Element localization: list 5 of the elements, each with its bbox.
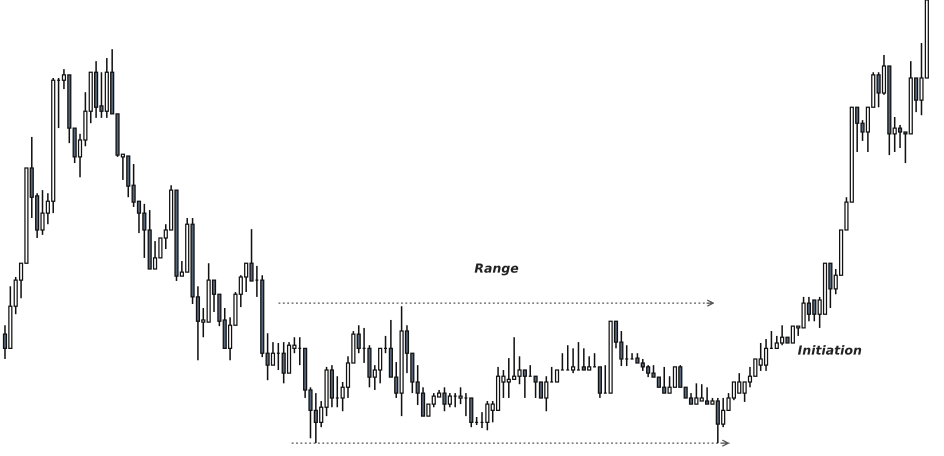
candlestick [554, 369, 560, 383]
candlestick [571, 348, 576, 374]
annotation: Initiation [798, 345, 862, 355]
candlestick [458, 386, 463, 405]
ref-line-label: Range [474, 264, 518, 276]
